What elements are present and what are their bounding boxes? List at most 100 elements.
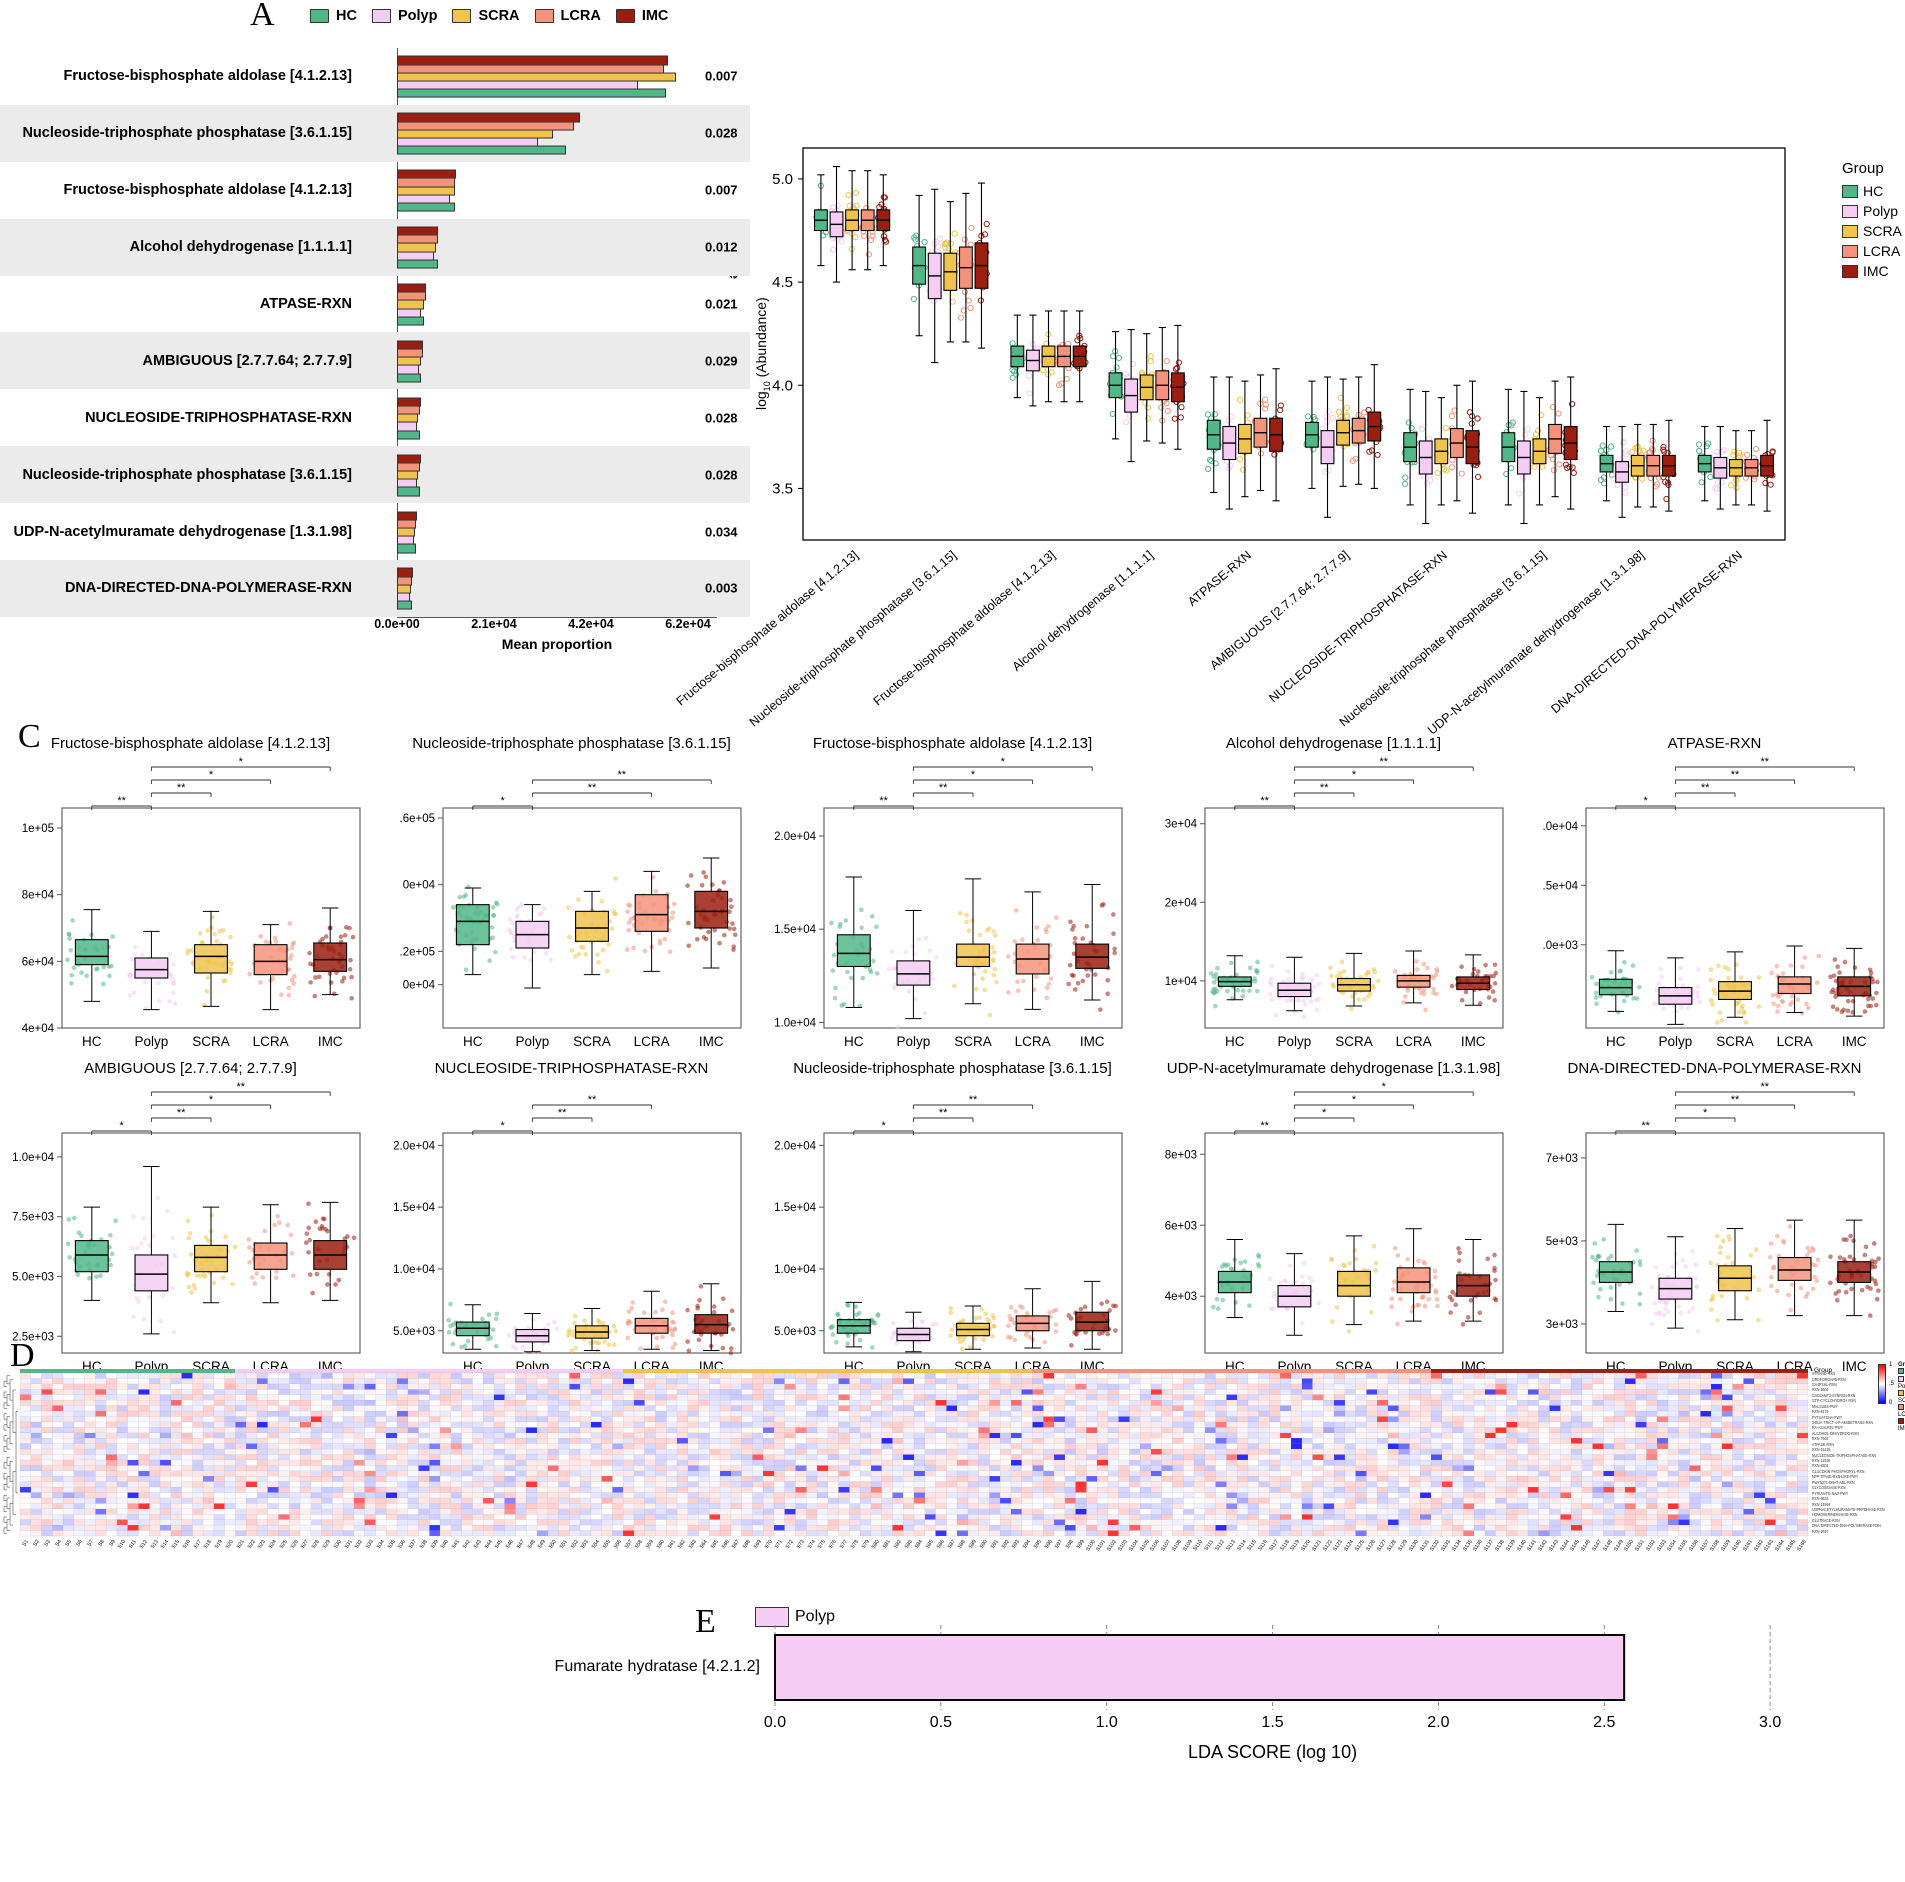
- svg-text:**: **: [588, 1094, 597, 1106]
- svg-text:**: **: [1641, 1120, 1650, 1132]
- svg-text:IMC: IMC: [699, 1034, 724, 1049]
- svg-text:*: *: [209, 769, 214, 781]
- svg-text:HC: HC: [1225, 1034, 1245, 1049]
- svg-text:**: **: [1761, 756, 1770, 768]
- svg-text:HC: HC: [1606, 1034, 1626, 1049]
- svg-text:SCRA: SCRA: [1335, 1034, 1373, 1049]
- svg-text:.2e+05: .2e+05: [400, 946, 436, 958]
- svg-text:**: **: [1701, 782, 1710, 794]
- svg-text:*: *: [1001, 756, 1006, 768]
- svg-text:Polyp: Polyp: [1659, 1034, 1693, 1049]
- svg-text:**: **: [177, 782, 186, 794]
- svg-text:IMC: IMC: [1842, 1034, 1867, 1049]
- svg-text:**: **: [177, 1107, 186, 1119]
- svg-text:1e+05: 1e+05: [22, 823, 54, 835]
- svg-text:*: *: [500, 795, 505, 807]
- svg-text:**: **: [969, 1094, 978, 1106]
- svg-text:SCRA: SCRA: [192, 1034, 230, 1049]
- svg-text:3.5: 3.5: [772, 480, 793, 497]
- svg-text:LCRA: LCRA: [1015, 1034, 1051, 1049]
- svg-text:5.0: 5.0: [772, 171, 793, 188]
- svg-text:*: *: [500, 1120, 505, 1132]
- svg-text:1.0e+04: 1.0e+04: [12, 1152, 54, 1164]
- svg-text:*: *: [1703, 1107, 1708, 1119]
- svg-text:*: *: [1643, 795, 1648, 807]
- svg-text:**: **: [1320, 782, 1329, 794]
- svg-text:6e+03: 6e+03: [1165, 1220, 1197, 1232]
- svg-text:5.0e+03: 5.0e+03: [393, 1326, 435, 1338]
- svg-text:*: *: [1352, 1094, 1357, 1106]
- svg-text:**: **: [1380, 756, 1389, 768]
- svg-text:**: **: [1761, 1081, 1770, 1093]
- svg-text:*: *: [1352, 769, 1357, 781]
- svg-text:5.0e+03: 5.0e+03: [12, 1271, 54, 1283]
- svg-text:6e+04: 6e+04: [22, 956, 55, 968]
- svg-text:7.5e+03: 7.5e+03: [12, 1212, 54, 1224]
- svg-text:**: **: [939, 1107, 948, 1119]
- svg-text:0e+04: 0e+04: [403, 980, 436, 992]
- svg-text:7e+03: 7e+03: [1546, 1153, 1578, 1165]
- svg-text:.0e+03: .0e+03: [1543, 940, 1579, 952]
- svg-text:5e+03: 5e+03: [1546, 1236, 1578, 1248]
- svg-text:8e+04: 8e+04: [22, 890, 55, 902]
- svg-text:2.0e+04: 2.0e+04: [774, 831, 816, 843]
- svg-text:*: *: [1382, 1081, 1387, 1093]
- svg-text:IMC: IMC: [1080, 1034, 1105, 1049]
- svg-text:*: *: [209, 1094, 214, 1106]
- svg-text:LCRA: LCRA: [634, 1034, 670, 1049]
- svg-text:*: *: [881, 1120, 886, 1132]
- svg-text:4e+04: 4e+04: [22, 1023, 55, 1035]
- svg-text:**: **: [237, 1081, 246, 1093]
- svg-text:HC: HC: [82, 1034, 102, 1049]
- svg-text:Polyp: Polyp: [1278, 1034, 1312, 1049]
- svg-text:8e+03: 8e+03: [1165, 1149, 1197, 1161]
- svg-text:2e+04: 2e+04: [1165, 897, 1198, 909]
- svg-text:HC: HC: [844, 1034, 864, 1049]
- svg-text:4e+03: 4e+03: [1165, 1291, 1197, 1303]
- svg-text:5.0e+03: 5.0e+03: [774, 1326, 816, 1338]
- svg-text:LCRA: LCRA: [1777, 1034, 1813, 1049]
- svg-text:Polyp: Polyp: [135, 1034, 169, 1049]
- svg-text:IMC: IMC: [318, 1034, 343, 1049]
- svg-text:3e+04: 3e+04: [1165, 819, 1198, 831]
- svg-text:SCRA: SCRA: [1716, 1034, 1754, 1049]
- svg-text:2.0e+04: 2.0e+04: [774, 1140, 816, 1152]
- svg-text:Polyp: Polyp: [516, 1034, 550, 1049]
- svg-text:.5e+04: .5e+04: [1543, 880, 1579, 892]
- svg-text:**: **: [1731, 769, 1740, 781]
- svg-text:**: **: [1731, 1094, 1740, 1106]
- svg-text:**: **: [1260, 1120, 1269, 1132]
- svg-text:**: **: [558, 1107, 567, 1119]
- svg-text:*: *: [119, 1120, 124, 1132]
- svg-text:1e+04: 1e+04: [1165, 976, 1198, 988]
- svg-text:*: *: [971, 769, 976, 781]
- svg-text:**: **: [588, 782, 597, 794]
- svg-text:**: **: [117, 795, 126, 807]
- svg-text:4.5: 4.5: [772, 274, 793, 291]
- svg-text:1.5e+04: 1.5e+04: [774, 924, 816, 936]
- svg-text:LCRA: LCRA: [1396, 1034, 1432, 1049]
- svg-text:HC: HC: [463, 1034, 483, 1049]
- svg-text:IMC: IMC: [1461, 1034, 1486, 1049]
- svg-text:1.5e+04: 1.5e+04: [774, 1202, 816, 1214]
- svg-text:1.0e+04: 1.0e+04: [774, 1264, 816, 1276]
- svg-text:LCRA: LCRA: [253, 1034, 289, 1049]
- svg-text:**: **: [879, 795, 888, 807]
- svg-text:SCRA: SCRA: [573, 1034, 611, 1049]
- svg-text:1.0e+04: 1.0e+04: [393, 1264, 435, 1276]
- svg-text:**: **: [939, 782, 948, 794]
- svg-text:**: **: [618, 769, 627, 781]
- svg-text:Polyp: Polyp: [897, 1034, 931, 1049]
- svg-text:*: *: [239, 756, 244, 768]
- svg-text:**: **: [1260, 795, 1269, 807]
- svg-text:3e+03: 3e+03: [1546, 1319, 1578, 1331]
- svg-text:2.0e+04: 2.0e+04: [393, 1140, 435, 1152]
- svg-text:.0e+04: .0e+04: [1543, 821, 1579, 833]
- svg-text:1.5e+04: 1.5e+04: [393, 1202, 435, 1214]
- svg-text:SCRA: SCRA: [954, 1034, 992, 1049]
- svg-text:1.0e+04: 1.0e+04: [774, 1017, 816, 1029]
- svg-text:4.0: 4.0: [772, 377, 793, 394]
- svg-text:.6e+05: .6e+05: [400, 813, 436, 825]
- svg-text:*: *: [1322, 1107, 1327, 1119]
- svg-text:0e+04: 0e+04: [403, 880, 436, 892]
